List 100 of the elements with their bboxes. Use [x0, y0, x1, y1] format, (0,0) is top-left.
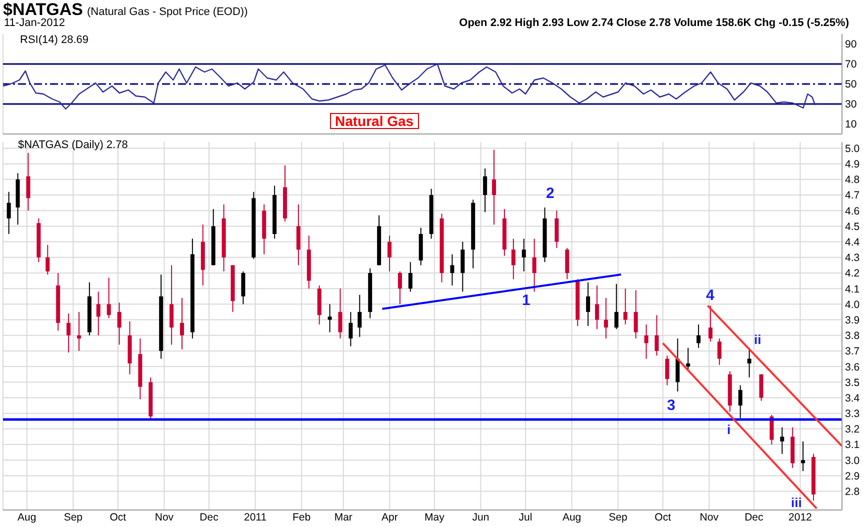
- y-tick-label: 3.0: [845, 454, 860, 467]
- annotation: 3: [667, 397, 676, 414]
- candlestick: [348, 311, 353, 347]
- annotation: iii: [791, 495, 802, 510]
- candlestick: [241, 270, 246, 305]
- y-tick-label: 3.6: [845, 361, 860, 374]
- y-tick-label: 4.1: [845, 283, 860, 296]
- candlestick: [554, 210, 559, 249]
- x-tick-label: Dec: [200, 511, 218, 524]
- candlestick: [511, 238, 516, 280]
- candlestick: [358, 294, 362, 338]
- y-tick-label: 3.2: [845, 424, 860, 436]
- annotation: i: [727, 422, 731, 437]
- candlestick: [604, 297, 608, 339]
- y-tick-label: 50: [845, 78, 857, 91]
- chart-subtitle: (Natural Gas - Spot Price (EOD)): [86, 6, 248, 18]
- y-tick-label: 5.0: [845, 142, 860, 155]
- candlestick: [676, 338, 680, 392]
- x-tick-label: Oct: [654, 511, 672, 524]
- candlestick: [338, 288, 342, 339]
- candlestick: [738, 384, 742, 418]
- y-tick-label: 70: [845, 58, 857, 71]
- y-tick-label: 4.9: [845, 158, 860, 171]
- candlestick: [522, 238, 526, 272]
- candlestick: [398, 270, 402, 305]
- candlestick: [780, 426, 784, 454]
- y-tick-label: 3.8: [845, 330, 860, 342]
- y-tick-label: 4.3: [845, 252, 860, 264]
- x-tick-label: Nov: [154, 511, 174, 524]
- candlestick: [801, 440, 806, 472]
- candlestick: [492, 149, 496, 226]
- candlestick: [46, 244, 50, 276]
- annotation: Natural Gas: [330, 113, 419, 129]
- candlestick: [595, 284, 600, 330]
- y-tick-label: 90: [845, 38, 857, 51]
- candlestick: [759, 374, 764, 402]
- candlestick: [770, 414, 774, 446]
- x-tick-label: Jun: [472, 511, 490, 524]
- y-tick-label: 4.2: [845, 268, 860, 280]
- y-tick-label: 3.5: [845, 376, 860, 389]
- candlestick: [483, 168, 488, 213]
- text: Open 2.92 High 2.93 Low 2.74 Close 2.78 Volume 158.6K Chg -0.15 (-5.25%): [459, 16, 849, 30]
- chart-title: $NATGAS: [3, 0, 83, 19]
- y-tick-label: 4.5: [845, 220, 860, 233]
- y-tick-label: 3.7: [845, 346, 860, 358]
- candlestick: [66, 313, 71, 354]
- y-tick-label: 3.9: [845, 314, 860, 326]
- text: 11-Jan-2012: [4, 16, 65, 30]
- y-tick-label: 3.3: [845, 408, 860, 420]
- candlestick: [708, 305, 712, 342]
- y-tick-label: 4.8: [845, 174, 860, 186]
- candlestick: [180, 297, 184, 350]
- x-tick-label: Jul: [518, 511, 532, 524]
- candlestick: [170, 264, 174, 346]
- x-tick-label: May: [424, 511, 446, 524]
- x-tick-label: 2012: [788, 511, 812, 524]
- y-tick-label: 4.7: [845, 190, 860, 202]
- candlestick: [76, 311, 81, 352]
- candlestick: [686, 347, 690, 372]
- candlestick: [696, 324, 701, 348]
- candlestick: [450, 254, 454, 286]
- x-tick-label: Mar: [334, 511, 353, 524]
- candlestick: [747, 347, 752, 378]
- line-series: [3, 63, 816, 110]
- annotation: 1: [522, 292, 530, 309]
- candlestick: [96, 291, 100, 336]
- candlestick: [623, 288, 628, 325]
- y-tick-label: 2.8: [845, 486, 860, 498]
- candlestick: [634, 290, 638, 339]
- candlestick: [717, 338, 722, 366]
- y-tick-label: 3.4: [845, 392, 860, 404]
- candlestick: [106, 277, 111, 319]
- x-tick-label: 2011: [244, 511, 267, 524]
- candlestick: [408, 262, 412, 292]
- annotation: 2: [546, 185, 554, 202]
- candlestick: [644, 324, 648, 360]
- y-tick-label: 4.6: [845, 205, 860, 218]
- candlestick: [328, 304, 332, 333]
- candlestick: [6, 191, 11, 234]
- annotation: RSI(14) 28.69: [20, 33, 88, 47]
- x-tick-label: Feb: [292, 511, 311, 524]
- x-tick-label: Oct: [110, 511, 126, 524]
- candlestick: [614, 283, 618, 330]
- x-tick-label: Nov: [700, 511, 720, 524]
- y-tick-label: 4.4: [845, 236, 860, 249]
- x-tick-label: Apr: [381, 511, 398, 524]
- candlestick: [532, 238, 536, 292]
- annotation: 4: [706, 287, 714, 304]
- x-tick-label: Aug: [18, 511, 36, 524]
- candlestick: [654, 314, 659, 356]
- y-tick-label: 30: [845, 98, 857, 111]
- x-tick-label: Aug: [562, 511, 582, 524]
- y-tick-label: 3.1: [845, 439, 860, 452]
- candlestick: [665, 355, 670, 386]
- x-tick-label: Sep: [608, 511, 628, 524]
- candlestick: [565, 248, 570, 280]
- candlestick: [117, 302, 122, 346]
- y-tick-label: 2.9: [845, 470, 860, 482]
- y-tick-label: 10: [845, 118, 857, 131]
- candlestick: [296, 204, 300, 266]
